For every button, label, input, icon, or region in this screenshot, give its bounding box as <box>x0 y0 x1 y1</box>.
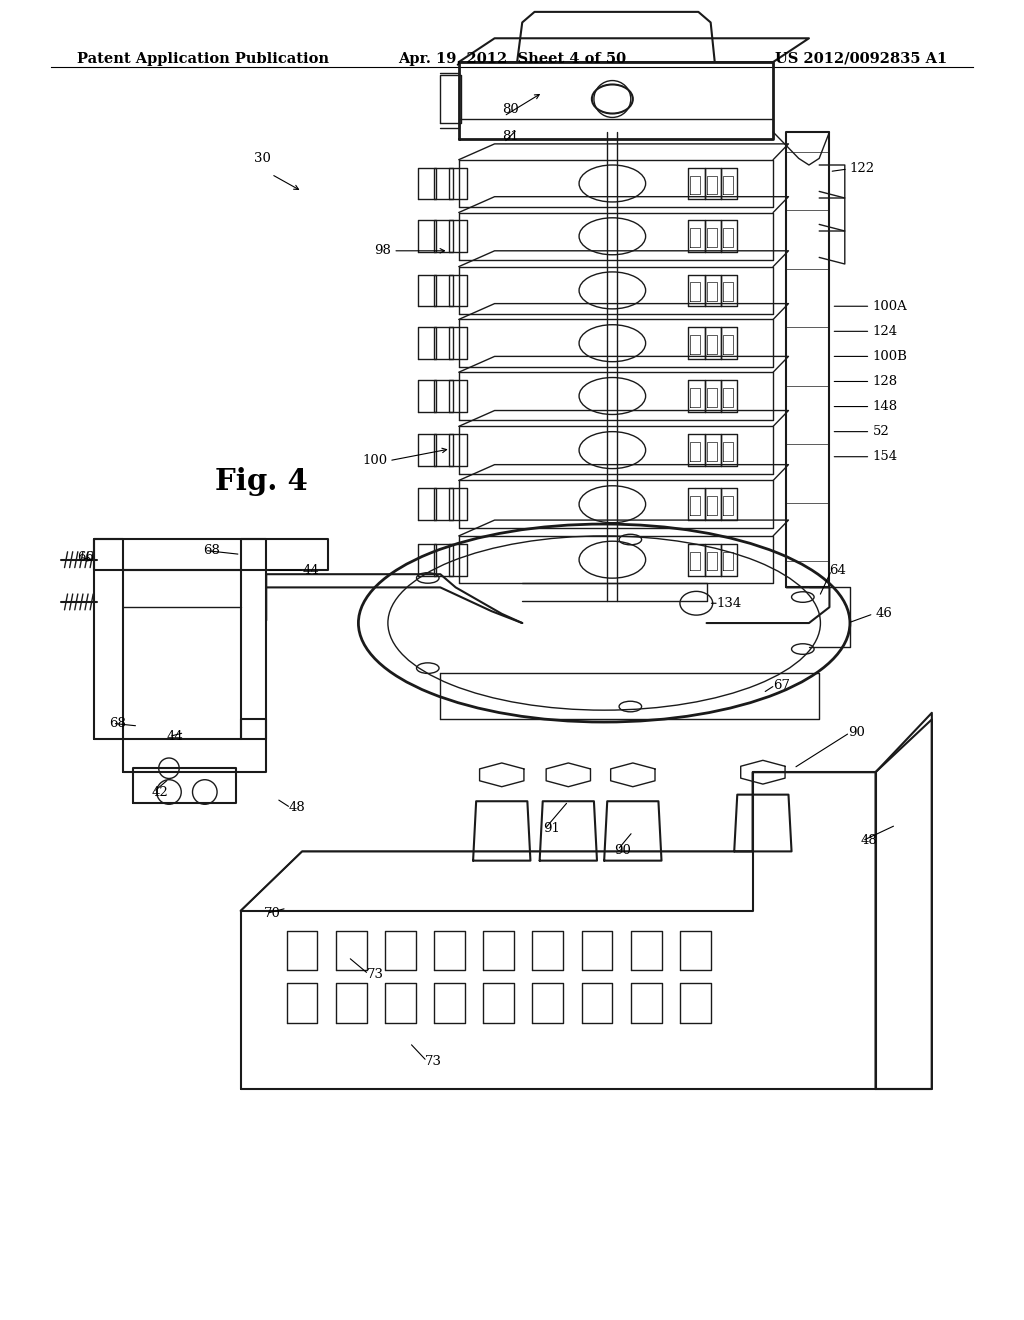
Text: 90: 90 <box>848 726 864 739</box>
Text: 48: 48 <box>289 801 305 814</box>
Text: 64: 64 <box>829 564 846 577</box>
Text: 81: 81 <box>502 129 518 143</box>
Text: 122: 122 <box>850 162 876 176</box>
Text: 68: 68 <box>203 544 219 557</box>
Text: 68: 68 <box>110 717 126 730</box>
Text: 73: 73 <box>425 1055 442 1068</box>
Text: 128: 128 <box>872 375 898 388</box>
Text: 98: 98 <box>375 244 391 257</box>
Text: 80: 80 <box>502 103 518 116</box>
Text: 100: 100 <box>361 454 387 467</box>
Text: 70: 70 <box>264 907 281 920</box>
Text: Patent Application Publication: Patent Application Publication <box>77 51 329 66</box>
Text: 100B: 100B <box>872 350 907 363</box>
Text: 48: 48 <box>860 834 877 847</box>
Text: 44: 44 <box>167 730 183 743</box>
Text: 67: 67 <box>773 678 791 692</box>
Text: 42: 42 <box>152 785 168 799</box>
Text: 90: 90 <box>614 843 631 857</box>
Text: 100A: 100A <box>872 300 907 313</box>
Text: 91: 91 <box>543 822 559 836</box>
Text: 124: 124 <box>872 325 898 338</box>
Text: 148: 148 <box>872 400 898 413</box>
Text: 30: 30 <box>254 152 270 165</box>
Text: 154: 154 <box>872 450 898 463</box>
Text: 134: 134 <box>717 597 742 610</box>
Text: US 2012/0092835 A1: US 2012/0092835 A1 <box>775 51 947 66</box>
Text: Fig. 4: Fig. 4 <box>215 467 307 496</box>
Text: 52: 52 <box>872 425 889 438</box>
Text: 46: 46 <box>876 607 892 620</box>
Text: Apr. 19, 2012  Sheet 4 of 50: Apr. 19, 2012 Sheet 4 of 50 <box>398 51 626 66</box>
Text: 44: 44 <box>302 564 318 577</box>
Text: 66: 66 <box>77 550 94 564</box>
Text: 73: 73 <box>367 968 384 981</box>
